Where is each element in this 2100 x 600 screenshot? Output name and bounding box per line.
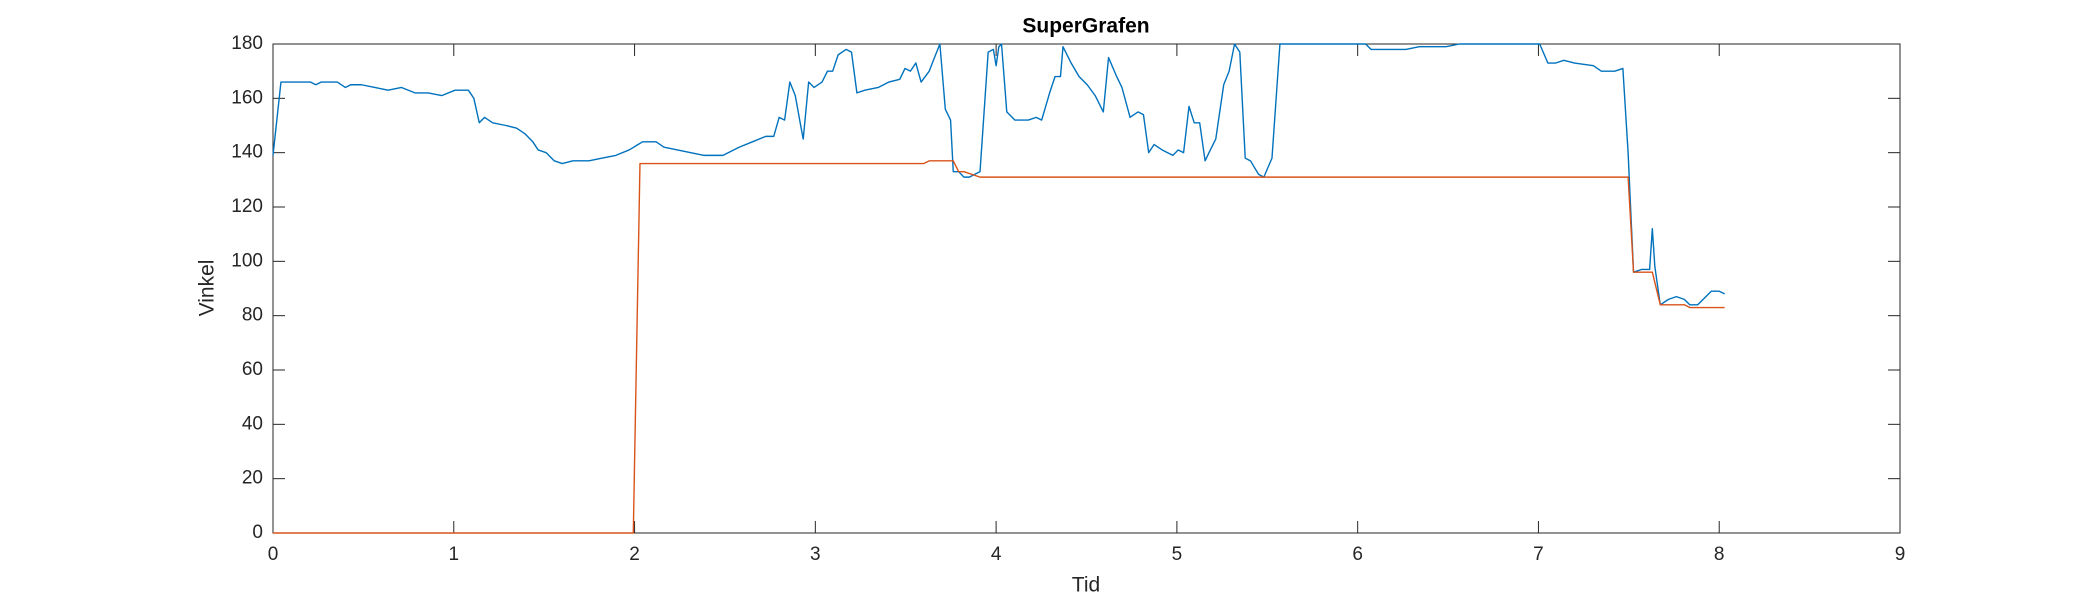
y-tick-label: 160 [231, 87, 263, 108]
plot-frame [272, 43, 1901, 534]
x-tick-label: 6 [1352, 544, 1363, 565]
x-tick-label: 5 [1172, 544, 1183, 565]
y-tick-label: 180 [231, 33, 263, 54]
series-line [273, 160, 1725, 534]
y-tick-label: 0 [252, 522, 263, 543]
y-tick-label: 40 [242, 413, 263, 434]
y-tick-label: 20 [242, 468, 263, 489]
x-tick-label: 4 [991, 544, 1002, 565]
chart-title: SuperGrafen [1022, 15, 1149, 38]
x-tick-label: 7 [1533, 544, 1544, 565]
y-tick-label: 100 [231, 250, 263, 271]
y-tick-label: 140 [231, 142, 263, 163]
y-tick-label: 80 [242, 305, 263, 326]
x-tick-label: 9 [1895, 544, 1906, 565]
x-tick-label: 2 [629, 544, 640, 565]
y-tick-label: 120 [231, 196, 263, 217]
x-tick-label: 8 [1714, 544, 1725, 565]
x-axis-label: Tid [1072, 574, 1100, 597]
y-tick-label: 60 [242, 359, 263, 380]
y-axis-label: Vinkel [196, 260, 219, 317]
x-tick-label: 3 [810, 544, 821, 565]
x-tick-label: 0 [268, 544, 279, 565]
series-line [272, 43, 1725, 306]
x-tick-label: 1 [448, 544, 459, 565]
